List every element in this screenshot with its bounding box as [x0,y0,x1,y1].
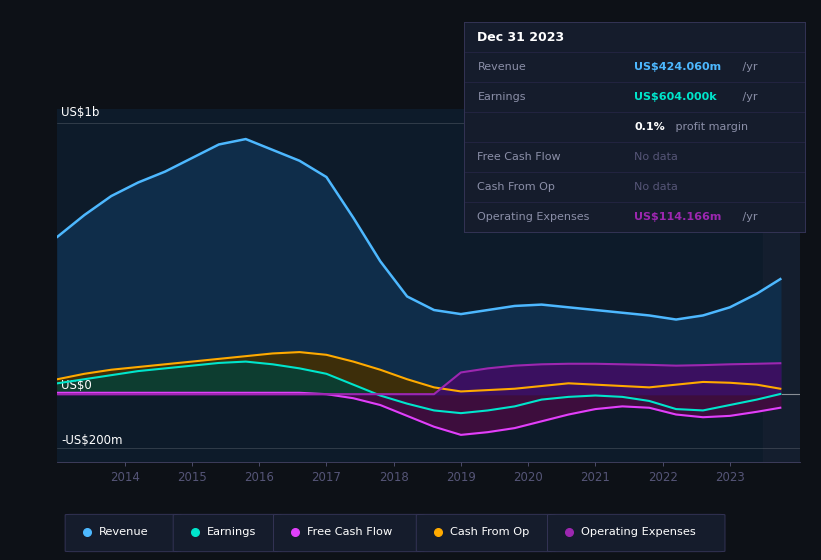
Text: Cash From Op: Cash From Op [450,527,530,537]
Text: US$1b: US$1b [62,106,99,119]
FancyBboxPatch shape [173,514,282,552]
FancyBboxPatch shape [548,514,725,552]
FancyBboxPatch shape [65,514,181,552]
Text: Earnings: Earnings [478,92,526,102]
FancyBboxPatch shape [416,514,555,552]
Text: US$114.166m: US$114.166m [635,212,722,222]
Text: -US$200m: -US$200m [62,433,122,447]
Text: Free Cash Flow: Free Cash Flow [478,152,561,162]
Text: No data: No data [635,152,678,162]
Bar [764,109,800,462]
Text: Operating Expenses: Operating Expenses [581,527,696,537]
Text: No data: No data [635,183,678,193]
Text: /yr: /yr [739,92,758,102]
Text: profit margin: profit margin [672,123,749,132]
FancyBboxPatch shape [273,514,424,552]
Text: Free Cash Flow: Free Cash Flow [308,527,392,537]
Text: Revenue: Revenue [99,527,149,537]
Text: /yr: /yr [739,62,758,72]
Text: Earnings: Earnings [207,527,256,537]
Text: Revenue: Revenue [478,62,526,72]
Text: US$0: US$0 [62,379,92,393]
Text: Dec 31 2023: Dec 31 2023 [478,31,565,44]
Text: 0.1%: 0.1% [635,123,665,132]
Text: /yr: /yr [739,212,758,222]
Text: US$604.000k: US$604.000k [635,92,717,102]
Text: US$424.060m: US$424.060m [635,62,722,72]
Text: Operating Expenses: Operating Expenses [478,212,589,222]
Text: Cash From Op: Cash From Op [478,183,555,193]
